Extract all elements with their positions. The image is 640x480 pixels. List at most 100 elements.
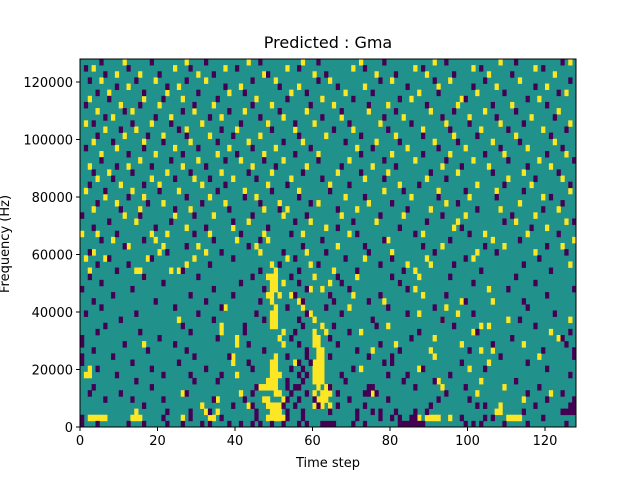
heatmap-cell-low: [502, 420, 507, 428]
heatmap-cell-high: [211, 101, 216, 109]
heatmap-cell-low: [176, 359, 182, 367]
heatmap-cell-low: [390, 255, 395, 262]
heatmap-cell-low: [293, 328, 298, 336]
heatmap-cell-low: [103, 114, 108, 121]
heatmap-cell-low: [421, 243, 426, 250]
heatmap-cell-low: [219, 304, 224, 311]
heatmap-cell-high: [308, 218, 313, 225]
heatmap-cell-high: [273, 384, 278, 391]
heatmap-cell-high: [188, 138, 193, 146]
heatmap-cell-high: [277, 414, 282, 422]
heatmap-cell-high: [328, 402, 333, 409]
heatmap-cell-low: [320, 175, 325, 183]
heatmap-cell-low: [467, 230, 472, 238]
heatmap-cell-low: [335, 390, 340, 397]
heatmap-cell-low: [223, 157, 228, 164]
heatmap-cell-low: [126, 261, 131, 268]
heatmap-cell-high: [273, 353, 278, 360]
heatmap-cell-high: [235, 341, 240, 348]
heatmap-cell-high: [142, 95, 147, 103]
heatmap-cell-high: [277, 390, 282, 397]
heatmap-cell-high: [552, 138, 557, 146]
heatmap-cell-high: [483, 108, 488, 115]
heatmap-cell-high: [180, 163, 185, 170]
heatmap-cell-low: [397, 420, 402, 428]
heatmap-cell-high: [428, 206, 433, 213]
y-tick-label: 0: [65, 421, 73, 436]
heatmap-cell-high: [362, 255, 368, 262]
heatmap-cell-high: [486, 71, 492, 78]
heatmap-cell-high: [258, 384, 263, 391]
heatmap-cell-low: [390, 353, 395, 360]
heatmap-cell-high: [273, 359, 278, 367]
heatmap-cell-high: [440, 243, 445, 250]
heatmap-cell-high: [173, 144, 178, 152]
heatmap-cell-low: [161, 414, 166, 422]
x-tick-label: 60: [304, 434, 321, 449]
heatmap-cell-low: [517, 236, 523, 244]
y-tick-label: 60000: [32, 249, 73, 264]
heatmap-cell-high: [316, 200, 321, 207]
heatmap-cell-low: [118, 316, 123, 324]
heatmap-cell-high: [161, 200, 166, 207]
plot-area: [79, 58, 577, 428]
heatmap-cell-high: [444, 120, 449, 127]
heatmap-cell-high: [436, 83, 441, 91]
heatmap-cell-high: [471, 65, 476, 72]
heatmap-cell-low: [188, 414, 193, 422]
heatmap-cell-low: [521, 298, 526, 305]
heatmap-cell-high: [227, 144, 232, 152]
heatmap-cell-high: [304, 249, 309, 256]
heatmap-cell-low: [331, 298, 337, 305]
heatmap-cell-high: [362, 83, 368, 91]
heatmap-cell-low: [541, 347, 546, 354]
heatmap-cell-low: [455, 138, 461, 146]
heatmap-cell-low: [91, 298, 96, 305]
heatmap-cell-low: [343, 377, 348, 385]
heatmap-cell-low: [560, 59, 565, 66]
heatmap-cell-high: [262, 206, 267, 213]
heatmap-cell-high: [99, 77, 104, 84]
heatmap-cell-high: [192, 255, 197, 262]
heatmap-cell-low: [207, 261, 213, 268]
heatmap-cell-high: [506, 316, 511, 324]
heatmap-cell-low: [142, 144, 147, 152]
heatmap-cell-low: [235, 151, 240, 158]
heatmap-cell-high: [417, 365, 422, 373]
heatmap-cell-low: [374, 322, 379, 330]
heatmap-cell-low: [529, 224, 534, 232]
heatmap-cell-high: [347, 157, 352, 164]
x-tick-label: 100: [455, 434, 480, 449]
heatmap-cell-low: [87, 77, 92, 84]
heatmap-cell-low: [308, 200, 313, 207]
heatmap-cell-high: [312, 359, 317, 367]
heatmap-cell-low: [335, 341, 340, 348]
heatmap-cell-low: [347, 328, 352, 336]
heatmap-cell-low: [165, 83, 170, 91]
heatmap-cell-low: [107, 218, 112, 225]
heatmap-cell-low: [254, 310, 259, 317]
heatmap-cell-high: [545, 83, 550, 91]
heatmap-cell-low: [514, 377, 519, 385]
heatmap-cell-low: [525, 304, 530, 311]
heatmap-cell-low: [138, 101, 143, 109]
heatmap-cell-low: [436, 89, 441, 97]
heatmap-cell-low: [328, 335, 333, 342]
heatmap-cell-low: [204, 163, 209, 170]
heatmap-cell-high: [196, 71, 201, 78]
heatmap-cell-high: [428, 261, 433, 268]
heatmap-cell-low: [273, 163, 278, 170]
heatmap-cell-high: [165, 169, 170, 176]
heatmap-cell-high: [467, 193, 472, 201]
heatmap-cell-low: [277, 83, 282, 91]
heatmap-cell-high: [211, 414, 216, 422]
heatmap-cell-low: [417, 181, 422, 189]
heatmap-cell-low: [219, 371, 224, 379]
heatmap-cell-low: [405, 83, 410, 91]
heatmap-cell-high: [312, 377, 317, 385]
x-tick-label: 80: [382, 434, 399, 449]
heatmap-cell-high: [169, 114, 174, 121]
heatmap-cell-low: [192, 212, 197, 219]
heatmap-cell-low: [169, 218, 174, 225]
heatmap-cell-high: [281, 157, 286, 164]
